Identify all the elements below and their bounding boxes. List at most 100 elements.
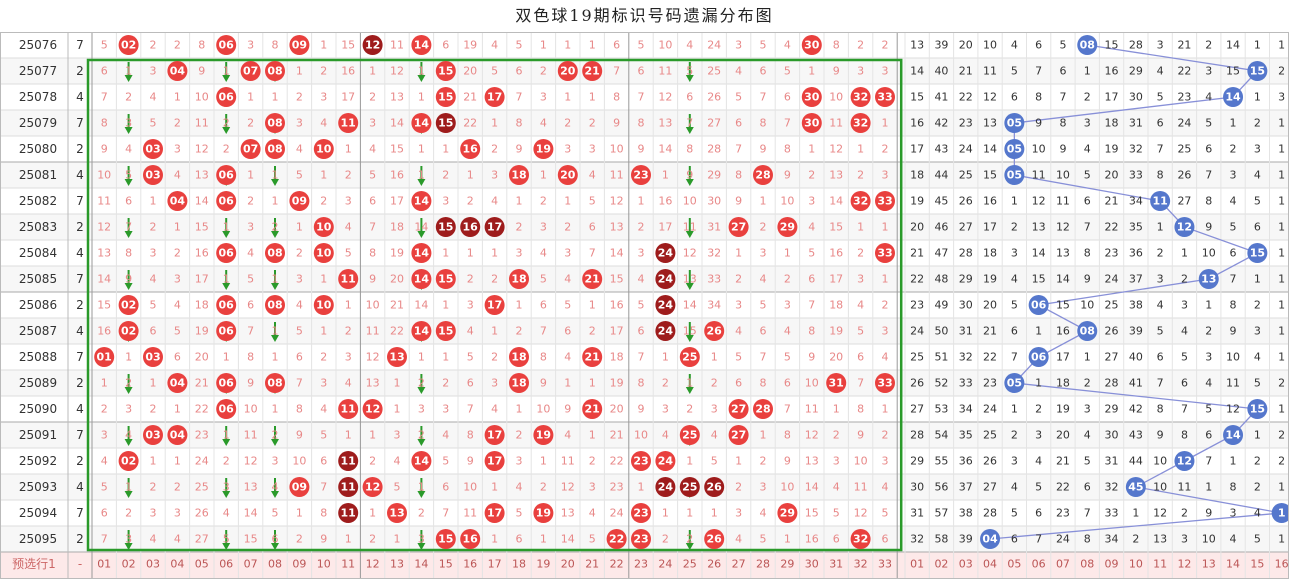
footer-blue-number: 04 [983, 558, 997, 571]
red-ball [582, 61, 603, 81]
red-ball [265, 61, 285, 81]
omission-value: 12 [805, 429, 819, 442]
omission-value: 6 [589, 221, 596, 234]
omission-value: 4 [784, 325, 791, 338]
omission-value: 7 [101, 533, 108, 546]
red-ball [411, 191, 432, 211]
omission-value: 17 [610, 325, 624, 338]
omission-value: 7 [589, 247, 596, 260]
omission-value: 20 [463, 65, 477, 78]
blue-omission-value: 1 [1011, 403, 1018, 416]
red-ball [728, 399, 749, 419]
omission-value: 11 [854, 481, 868, 494]
omission-value: 2 [686, 533, 693, 546]
omission-value: 11 [805, 403, 819, 416]
omission-value: 16 [658, 195, 672, 208]
omission-value: 14 [683, 299, 697, 312]
omission-value: 5 [101, 481, 108, 494]
blue-omission-value: 24 [910, 325, 924, 338]
omission-value: 1 [369, 429, 376, 442]
omission-value: 15 [829, 221, 843, 234]
red-ball-number: 30 [804, 39, 820, 52]
omission-value: 2 [857, 169, 864, 182]
blue-omission-value: 5 [1059, 39, 1066, 52]
omission-value: 6 [540, 299, 547, 312]
blue-omission-value: 1 [1278, 403, 1285, 416]
blue-omission-value: 30 [1105, 429, 1119, 442]
blue-omission-value: 15 [1105, 39, 1119, 52]
red-ball-number: 12 [365, 39, 380, 52]
red-ball [850, 113, 871, 133]
red-ball [484, 295, 505, 315]
blue-omission-value: 17 [910, 143, 924, 156]
omission-value: 5 [369, 169, 376, 182]
omission-value: 6 [857, 351, 864, 364]
omission-value: 4 [345, 221, 352, 234]
blue-omission-value: 10 [1080, 299, 1094, 312]
blue-ball [1077, 321, 1098, 341]
trend-arrow-head [271, 335, 279, 342]
omission-value: 1 [833, 403, 840, 416]
omission-value: 8 [125, 247, 132, 260]
omission-value: 2 [320, 65, 327, 78]
blue-omission-value: 11 [1056, 195, 1070, 208]
omission-value: 13 [658, 117, 672, 130]
blue-omission-value: 2 [1035, 403, 1042, 416]
omission-value: 6 [174, 351, 181, 364]
trend-arrow-head [222, 283, 231, 290]
omission-value: 21 [463, 91, 477, 104]
omission-value: 1 [150, 377, 157, 390]
red-ball [435, 269, 456, 289]
footer-blue-number: 12 [1177, 558, 1191, 571]
omission-value: 6 [686, 91, 693, 104]
omission-value: 34 [707, 299, 721, 312]
omission-value: 1 [686, 455, 693, 468]
omission-value: 2 [369, 455, 376, 468]
blue-ball [1174, 451, 1195, 471]
blue-omission-value: 31 [1105, 455, 1119, 468]
red-ball [387, 347, 407, 367]
red-ball [631, 529, 651, 549]
blue-omission-value: 6 [1059, 65, 1066, 78]
blue-omission-value: 4 [1084, 429, 1091, 442]
trend-arrow-head [685, 127, 694, 134]
blue-ball [1004, 373, 1025, 393]
blue-ball [1174, 217, 1195, 237]
blue-omission-value: 5 [1011, 507, 1018, 520]
blue-ball [1028, 295, 1049, 315]
omission-value: 1 [882, 117, 889, 130]
footer-red-number: 11 [341, 558, 355, 571]
blue-omission-value: 4 [1084, 143, 1091, 156]
footer-blue-number: 02 [934, 558, 948, 571]
trend-arrow-head [685, 231, 694, 238]
omission-value: 1 [686, 377, 693, 390]
omission-value: 6 [613, 39, 620, 52]
omission-value: 1 [418, 481, 425, 494]
blue-omission-value: 35 [959, 429, 973, 442]
omission-value: 2 [296, 533, 303, 546]
red-ball [582, 399, 603, 419]
blue-omission-value: 34 [959, 403, 973, 416]
red-ball [484, 87, 505, 107]
blue-omission-value: 4 [1205, 91, 1212, 104]
omission-value: 12 [244, 455, 258, 468]
omission-value: 14 [244, 507, 258, 520]
omission-value: 17 [341, 91, 355, 104]
red-ball-number: 16 [463, 143, 479, 156]
blue-omission-value: 9 [1059, 143, 1066, 156]
omission-value: 4 [491, 39, 498, 52]
red-ball-number: 30 [804, 91, 820, 104]
omission-value: 13 [683, 273, 697, 286]
red-ball [118, 295, 139, 315]
omission-value: 3 [394, 429, 401, 442]
omission-value: 13 [244, 481, 258, 494]
omission-value: 3 [247, 221, 254, 234]
omission-value: 3 [174, 273, 181, 286]
omission-value: 1 [662, 169, 669, 182]
blue-ball-number: 14 [1225, 429, 1241, 442]
blue-omission-value: 4 [1157, 65, 1164, 78]
blue-omission-value: 1 [1084, 351, 1091, 364]
red-ball [289, 35, 310, 55]
omission-value: 1 [467, 247, 474, 260]
blue-omission-value: 32 [959, 351, 973, 364]
